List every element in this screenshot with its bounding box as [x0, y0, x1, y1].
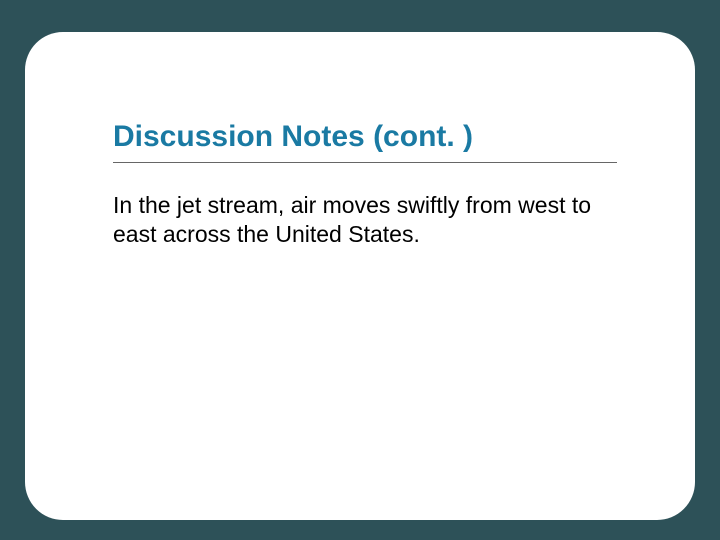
slide-title: Discussion Notes (cont. ): [113, 120, 625, 154]
slide-card: Discussion Notes (cont. ) In the jet str…: [25, 32, 695, 520]
slide-body-text: In the jet stream, air moves swiftly fro…: [113, 191, 593, 249]
title-underline: [113, 162, 617, 163]
